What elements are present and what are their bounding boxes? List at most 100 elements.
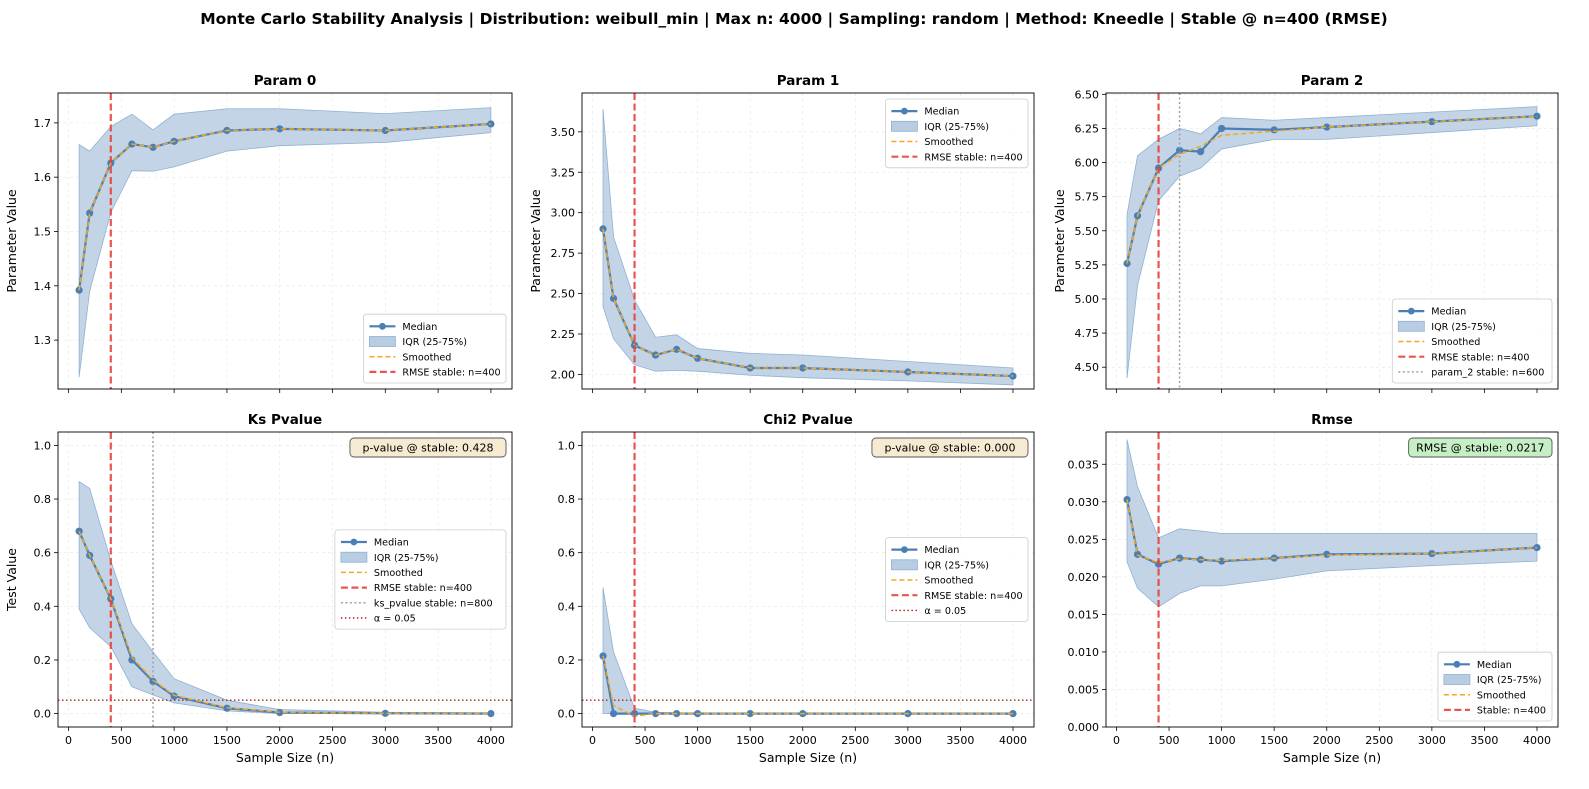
x-tick-label: 3000 [1418, 734, 1446, 747]
grid [582, 432, 1034, 727]
panel-4: 0 500 1000 1500 2000 2500 3000 3500 4000 0.0 0.2 0.… [4, 412, 513, 765]
x-tick-label: 1000 [684, 734, 712, 747]
median-point [673, 345, 681, 353]
legend-label: Smoothed [1477, 690, 1526, 701]
x-tick-label: 500 [111, 734, 132, 747]
median-point [1323, 550, 1331, 558]
axes-frame [581, 431, 1035, 728]
median-point [381, 709, 389, 717]
smoothed-line [1126, 499, 1538, 564]
x-tick-label: 0 [1113, 734, 1120, 747]
panel-title: Ks Pvalue [248, 412, 322, 428]
y-tick-label: 1.4 [34, 280, 52, 293]
legend-label: RMSE stable: n=400 [402, 368, 500, 379]
x-tick-label: 1500 [736, 734, 764, 747]
axes-frame [581, 92, 1035, 390]
y-tick-label: 5.00 [1075, 293, 1100, 306]
x-tick-label: 3000 [894, 734, 922, 747]
x-tick-label: 0 [589, 734, 596, 747]
legend-label: Smoothed [374, 568, 423, 579]
plot-area [1123, 432, 1541, 727]
panel-title: Param 1 [777, 73, 840, 89]
median-point [487, 709, 495, 718]
legend: Median IQR (25-75%) Smoothed Stable: n=400 [1437, 651, 1553, 722]
y-tick-label: 0.4 [558, 600, 576, 613]
legend-frame [885, 98, 1029, 169]
x-tick-label: 2500 [841, 734, 869, 747]
iqr-band [78, 107, 492, 378]
panel-title: Param 0 [254, 73, 317, 89]
legend-frame [885, 537, 1029, 622]
y-tick-label: 1.5 [34, 225, 52, 238]
panel-2: 2.00 2.25 2.50 2.75 3.00 3.25 3.50 Param 1 Param… [528, 73, 1035, 393]
x-tick-label: 4000 [999, 734, 1027, 747]
figure-suptitle: Monte Carlo Stability Analysis | Distrib… [200, 10, 1388, 29]
median-point [276, 708, 284, 717]
y-tick-label: 3.50 [551, 126, 576, 139]
panel-title: Chi2 Pvalue [763, 412, 852, 428]
y-axis-label: Test Value [4, 548, 19, 612]
x-tick-label: 4000 [477, 734, 505, 747]
median-point [170, 692, 178, 700]
median-point [86, 209, 94, 217]
x-tick-label: 2000 [1313, 734, 1341, 747]
legend-label: Median [402, 322, 437, 333]
legend-iqr-swatch [1397, 320, 1425, 332]
legend-label: Median [924, 545, 959, 556]
median-point [75, 286, 83, 294]
x-tick-label: 1000 [160, 734, 188, 747]
legend-frame [1437, 651, 1553, 722]
median-point [149, 143, 157, 151]
y-tick-label: 5.25 [1075, 259, 1100, 272]
panel-3: 4.50 4.75 5.00 5.25 5.50 5.75 6.00 6.25 6.50 Para… [1052, 73, 1559, 393]
y-tick-label: 6.50 [1075, 88, 1100, 101]
y-tick-label: 1.6 [34, 171, 52, 184]
legend-frame [362, 313, 507, 384]
x-tick-label: 0 [65, 734, 72, 747]
median-point [1428, 118, 1436, 126]
plot-area [75, 93, 495, 389]
y-tick-label: 2.75 [551, 247, 576, 260]
x-tick-label: 1500 [1260, 734, 1288, 747]
axes-frame [57, 431, 513, 728]
median-point [75, 527, 83, 535]
smoothed-line [78, 530, 491, 715]
x-axis-label: Sample Size (n) [1283, 750, 1381, 765]
median-point [799, 364, 807, 372]
x-tick-label: 2000 [789, 734, 817, 747]
median-point [1133, 550, 1142, 558]
y-tick-label: 3.00 [551, 207, 576, 220]
legend-median-marker [1453, 660, 1461, 668]
x-tick-label: 2500 [319, 734, 347, 747]
plot-area [582, 432, 1034, 727]
legend-iqr-swatch [340, 551, 368, 563]
x-tick-label: 3500 [424, 734, 452, 747]
annotation-box [1408, 437, 1553, 458]
axes-frame [1105, 92, 1559, 390]
plot-area [599, 93, 1017, 389]
x-tick-label: 3500 [946, 734, 974, 747]
legend: Median IQR (25-75%) Smoothed RMSE stable: n… [1391, 298, 1553, 384]
annotation-text: p-value @ stable: 0.000 [884, 442, 1015, 455]
legend-label: Smoothed [1431, 337, 1480, 348]
median-point [599, 225, 607, 233]
y-tick-label: 0.8 [34, 493, 52, 506]
y-tick-label: 0.010 [1068, 646, 1100, 659]
y-tick-label: 0.8 [558, 493, 576, 506]
legend-frame [1391, 298, 1553, 384]
legend-label: IQR (25-75%) [402, 337, 467, 348]
legend-label: RMSE stable: n=400 [924, 152, 1022, 163]
smoothed-line [602, 228, 1014, 377]
annotation-box [871, 437, 1029, 458]
smoothed-line [78, 123, 491, 291]
x-tick-label: 2000 [266, 734, 294, 747]
annotation-text: RMSE @ stable: 0.0217 [1416, 442, 1544, 455]
median-point [487, 120, 495, 128]
legend-iqr-swatch [891, 120, 918, 132]
legend: Median IQR (25-75%) Smoothed RMSE stable: n… [362, 313, 507, 384]
median-point [1218, 557, 1226, 565]
y-tick-label: 0.0 [34, 708, 52, 721]
legend-label: IQR (25-75%) [374, 553, 439, 564]
legend-label: Smoothed [924, 576, 973, 587]
grid [1106, 432, 1558, 728]
